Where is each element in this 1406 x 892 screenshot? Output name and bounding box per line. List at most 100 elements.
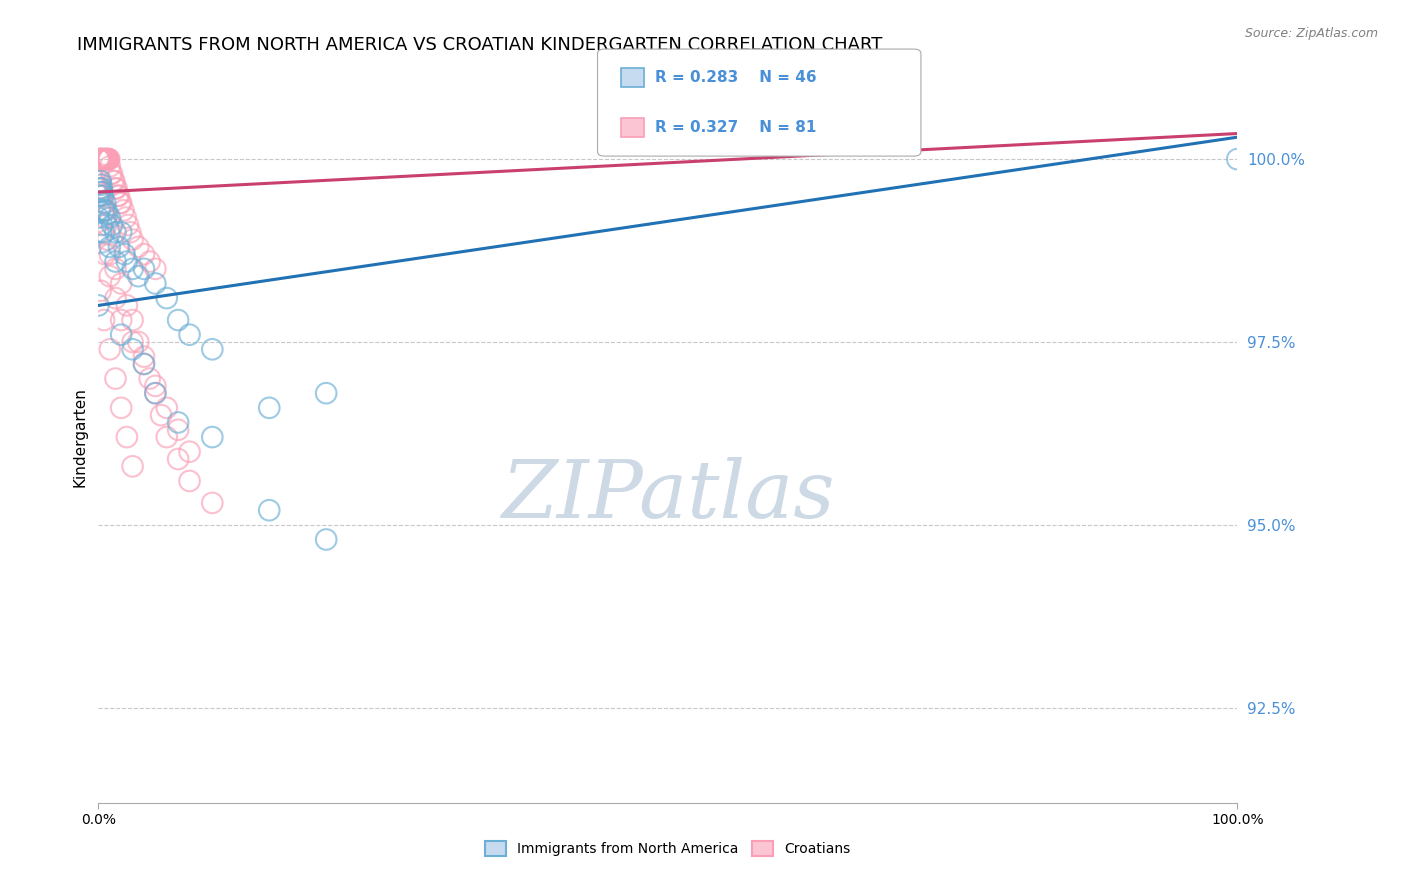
Point bbox=[89, 203, 111, 218]
Point bbox=[89, 181, 111, 195]
Point bbox=[90, 181, 112, 195]
Point bbox=[91, 188, 114, 202]
Point bbox=[132, 357, 155, 371]
Point bbox=[89, 185, 111, 199]
Point bbox=[179, 474, 201, 488]
Point bbox=[132, 261, 155, 276]
Point bbox=[108, 188, 131, 202]
Point bbox=[91, 152, 114, 166]
Point bbox=[108, 196, 131, 211]
Point bbox=[145, 386, 167, 401]
Point bbox=[127, 269, 149, 284]
Point bbox=[90, 152, 112, 166]
Point bbox=[101, 167, 124, 181]
Point bbox=[87, 152, 110, 166]
Point bbox=[90, 188, 112, 202]
Point bbox=[104, 261, 127, 276]
Point bbox=[98, 211, 121, 225]
Point bbox=[87, 298, 110, 312]
Point bbox=[87, 167, 110, 181]
Point bbox=[96, 207, 118, 221]
Point bbox=[90, 178, 112, 192]
Point bbox=[110, 313, 132, 327]
Point bbox=[104, 181, 127, 195]
Point bbox=[145, 261, 167, 276]
Point bbox=[121, 459, 143, 474]
Point bbox=[89, 152, 111, 166]
Point bbox=[89, 152, 111, 166]
Point bbox=[145, 386, 167, 401]
Point bbox=[167, 416, 190, 430]
Point bbox=[114, 247, 136, 261]
Point bbox=[167, 452, 190, 467]
Point bbox=[104, 291, 127, 305]
Point bbox=[127, 334, 149, 349]
Point bbox=[138, 371, 160, 385]
Point bbox=[132, 350, 155, 364]
Point bbox=[1226, 152, 1249, 166]
Point bbox=[201, 430, 224, 444]
Point bbox=[115, 254, 138, 268]
Point bbox=[96, 203, 118, 218]
Point bbox=[110, 196, 132, 211]
Point bbox=[98, 160, 121, 174]
Point bbox=[96, 152, 118, 166]
Point bbox=[94, 152, 117, 166]
Point bbox=[93, 152, 115, 166]
Point bbox=[120, 225, 142, 239]
Point bbox=[121, 334, 143, 349]
Point bbox=[167, 423, 190, 437]
Point bbox=[98, 247, 121, 261]
Point bbox=[90, 218, 112, 232]
Point bbox=[107, 188, 129, 202]
Point bbox=[150, 408, 173, 422]
Point bbox=[91, 185, 114, 199]
Point bbox=[98, 343, 121, 357]
Text: ZIPatlas: ZIPatlas bbox=[501, 457, 835, 534]
Point bbox=[156, 401, 179, 415]
Point bbox=[96, 152, 118, 166]
Point bbox=[93, 152, 115, 166]
Point bbox=[121, 233, 143, 247]
Point bbox=[138, 254, 160, 268]
Point bbox=[117, 218, 139, 232]
Point bbox=[91, 152, 114, 166]
Point bbox=[259, 503, 281, 517]
Point bbox=[94, 196, 117, 211]
Point bbox=[93, 225, 115, 239]
Point bbox=[259, 401, 281, 415]
Point bbox=[93, 152, 115, 166]
Point bbox=[132, 357, 155, 371]
Text: Source: ZipAtlas.com: Source: ZipAtlas.com bbox=[1244, 27, 1378, 40]
Point bbox=[90, 284, 112, 298]
Point bbox=[179, 327, 201, 342]
Text: R = 0.283    N = 46: R = 0.283 N = 46 bbox=[655, 70, 817, 85]
Point bbox=[104, 371, 127, 385]
Point bbox=[115, 430, 138, 444]
Point bbox=[115, 298, 138, 312]
Point bbox=[156, 430, 179, 444]
Point bbox=[97, 152, 120, 166]
Point bbox=[90, 225, 112, 239]
Point bbox=[145, 277, 167, 291]
Point bbox=[315, 386, 337, 401]
Point bbox=[100, 167, 122, 181]
Point bbox=[110, 401, 132, 415]
Point bbox=[201, 343, 224, 357]
Text: IMMIGRANTS FROM NORTH AMERICA VS CROATIAN KINDERGARTEN CORRELATION CHART: IMMIGRANTS FROM NORTH AMERICA VS CROATIA… bbox=[77, 36, 883, 54]
Point bbox=[121, 313, 143, 327]
Y-axis label: Kindergarten: Kindergarten bbox=[72, 387, 87, 487]
Point bbox=[87, 225, 110, 239]
Point bbox=[94, 247, 117, 261]
Point bbox=[108, 240, 131, 254]
Point bbox=[96, 218, 118, 232]
Point bbox=[94, 152, 117, 166]
Point bbox=[145, 379, 167, 393]
Point bbox=[201, 496, 224, 510]
Point bbox=[121, 261, 143, 276]
Point bbox=[114, 211, 136, 225]
Point bbox=[93, 203, 115, 218]
Point bbox=[87, 188, 110, 202]
Point bbox=[127, 240, 149, 254]
Point bbox=[94, 211, 117, 225]
